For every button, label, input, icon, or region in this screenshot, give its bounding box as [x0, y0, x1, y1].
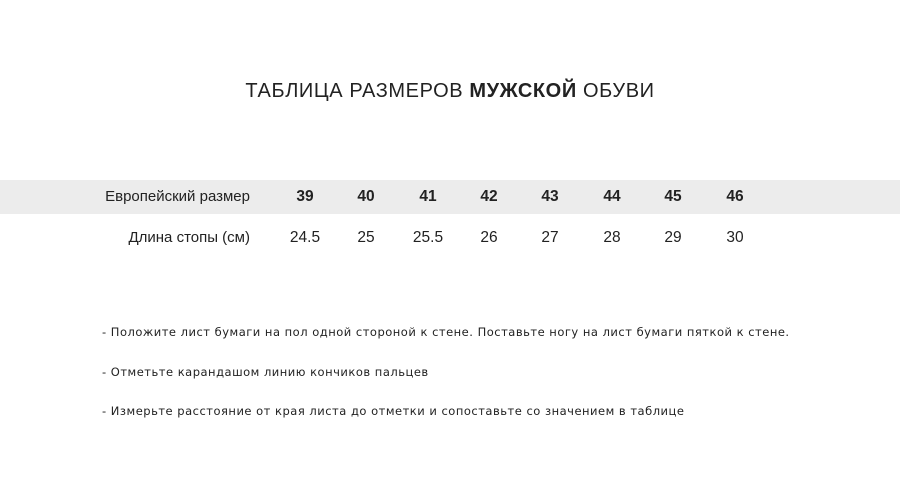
length-row-label: Длина стопы (см)	[128, 229, 250, 246]
length-row: Длина стопы (см) 24.5 25 25.5 26 27 28 2…	[0, 221, 900, 255]
header-row-background	[0, 180, 900, 214]
size-cell: 39	[296, 188, 314, 205]
length-cell: 24.5	[289, 229, 321, 246]
size-row-label: Европейский размер	[105, 188, 250, 205]
title-prefix: ТАБЛИЦА РАЗМЕРОВ	[245, 80, 470, 102]
length-cell: 30	[726, 229, 744, 246]
length-cell: 27	[541, 229, 559, 246]
size-cell: 42	[480, 188, 498, 205]
length-cell: 28	[603, 229, 621, 246]
size-cell: 40	[357, 188, 375, 205]
title-suffix: ОБУВИ	[576, 80, 655, 102]
instruction-item: - Положите лист бумаги на пол одной стор…	[102, 325, 790, 339]
length-cell: 25.5	[412, 229, 444, 246]
size-row: Европейский размер 39 40 41 42 43 44 45 …	[0, 180, 900, 214]
length-cell: 25	[357, 229, 375, 246]
size-cell: 46	[726, 188, 744, 205]
size-cell: 44	[603, 188, 621, 205]
title-bold: МУЖСКОЙ	[469, 80, 577, 102]
instruction-item: - Измерьте расстояние от края листа до о…	[102, 404, 685, 418]
size-cell: 45	[664, 188, 682, 205]
length-cell: 29	[664, 229, 682, 246]
page-title: ТАБЛИЦА РАЗМЕРОВ МУЖСКОЙ ОБУВИ	[0, 80, 900, 103]
size-cell: 41	[419, 188, 437, 205]
length-cell: 26	[480, 229, 498, 246]
size-cell: 43	[541, 188, 559, 205]
instruction-item: - Отметьте карандашом линию кончиков пал…	[102, 365, 429, 379]
